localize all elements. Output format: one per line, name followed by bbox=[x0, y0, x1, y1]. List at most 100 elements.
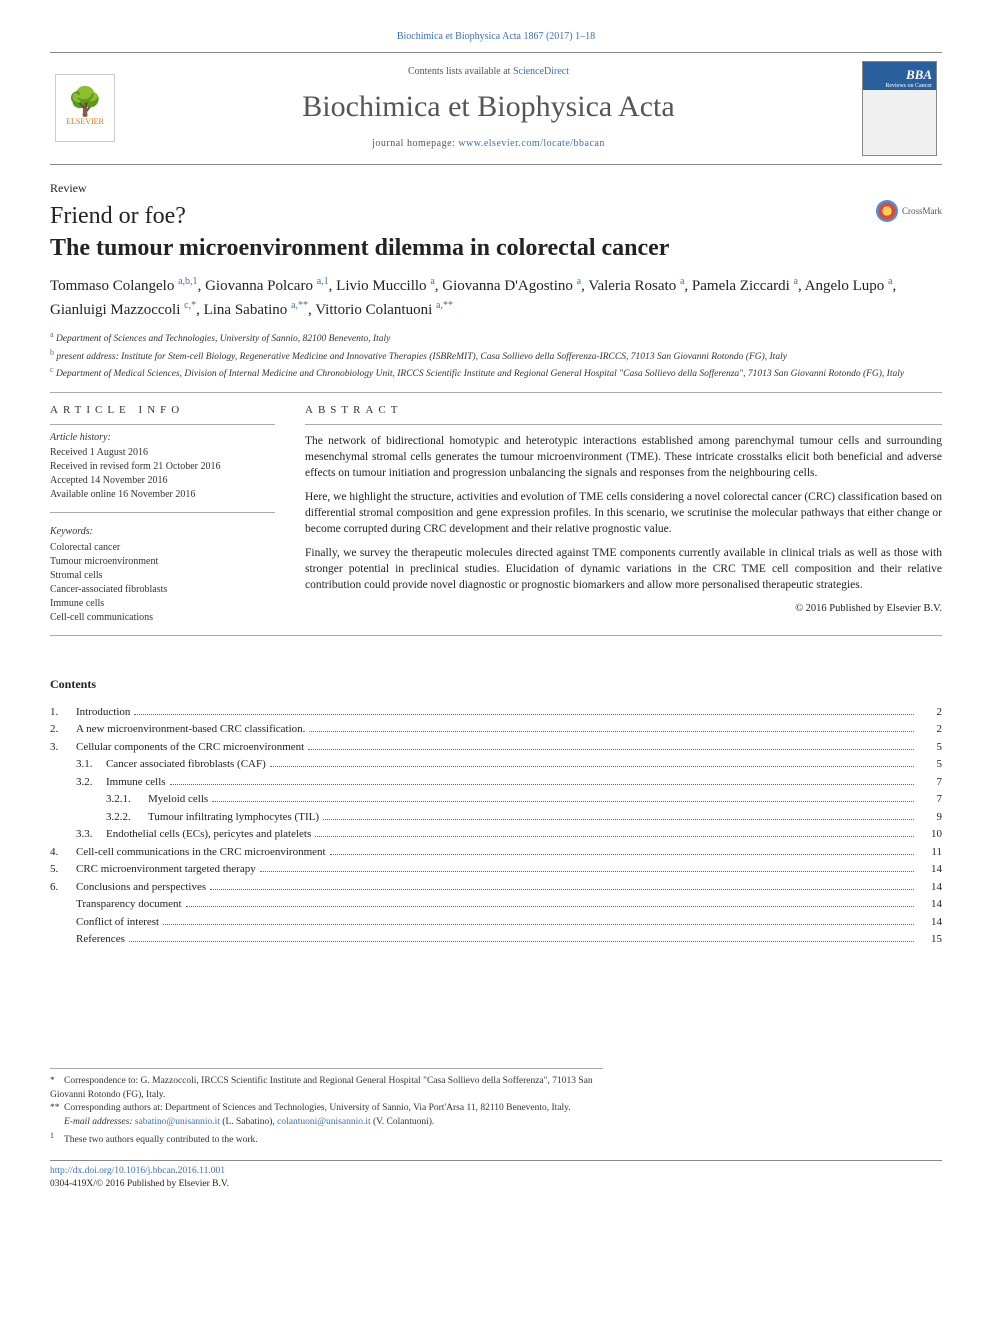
abstract-paragraph: Finally, we survey the therapeutic molec… bbox=[305, 545, 942, 593]
toc-label: Cancer associated fibroblasts (CAF) bbox=[106, 756, 266, 773]
divider bbox=[305, 424, 942, 425]
toc-entry[interactable]: 2.A new microenvironment-based CRC class… bbox=[50, 721, 942, 738]
article-type: Review bbox=[50, 180, 942, 196]
toc-entry[interactable]: Transparency document 14 bbox=[50, 896, 942, 913]
toc-number: 3. bbox=[50, 739, 76, 756]
divider bbox=[50, 424, 275, 425]
toc-number: 3.2.1. bbox=[106, 791, 148, 808]
toc-page: 5 bbox=[918, 756, 942, 773]
masthead: 🌳 ELSEVIER Contents lists available at S… bbox=[50, 52, 942, 165]
elsevier-logo[interactable]: 🌳 ELSEVIER bbox=[55, 74, 115, 142]
toc-label: Immune cells bbox=[106, 774, 166, 791]
toc-number: 4. bbox=[50, 844, 76, 861]
toc-page: 7 bbox=[918, 791, 942, 808]
toc-entry[interactable]: 6.Conclusions and perspectives 14 bbox=[50, 879, 942, 896]
crossmark-widget[interactable]: CrossMark bbox=[862, 200, 942, 222]
toc-label: Conflict of interest bbox=[76, 914, 159, 931]
author-affiliation-marks: a,** bbox=[436, 300, 453, 311]
author-affiliation-marks: a bbox=[794, 276, 798, 287]
toc-number: 6. bbox=[50, 879, 76, 896]
toc-entry[interactable]: 3.Cellular components of the CRC microen… bbox=[50, 739, 942, 756]
toc-label: Tumour infiltrating lymphocytes (TIL) bbox=[148, 809, 319, 826]
journal-homepage-link[interactable]: www.elsevier.com/locate/bbacan bbox=[458, 138, 605, 149]
divider bbox=[50, 392, 942, 393]
toc-label: Myeloid cells bbox=[148, 791, 208, 808]
toc-entry[interactable]: Conflict of interest 14 bbox=[50, 914, 942, 931]
author-affiliation-marks: a,b,1 bbox=[178, 276, 197, 287]
footnotes: *Correspondence to: G. Mazzoccoli, IRCCS… bbox=[50, 1068, 603, 1148]
toc-leader-dots bbox=[323, 819, 914, 820]
history-label: Article history: bbox=[50, 431, 275, 445]
author: Livio Muccillo a bbox=[336, 278, 435, 294]
title-block: Friend or foe? The tumour microenvironme… bbox=[50, 200, 862, 275]
doi-link[interactable]: http://dx.doi.org/10.1016/j.bbcan.2016.1… bbox=[50, 1166, 225, 1176]
keyword: Cell-cell communications bbox=[50, 611, 275, 625]
divider bbox=[50, 512, 275, 513]
toc-number: 3.2.2. bbox=[106, 809, 148, 826]
article-info-column: article info Article history: Received 1… bbox=[50, 403, 275, 625]
toc-leader-dots bbox=[212, 801, 914, 802]
abstract-heading: abstract bbox=[305, 403, 942, 418]
divider bbox=[50, 635, 942, 636]
abstract-paragraph: The network of bidirectional homotypic a… bbox=[305, 433, 942, 481]
contents-lists-line: Contents lists available at ScienceDirec… bbox=[120, 65, 857, 79]
toc-entry[interactable]: References15 bbox=[50, 931, 942, 948]
cover-abbrev: BBA bbox=[906, 66, 932, 84]
toc-entry[interactable]: 4.Cell-cell communications in the CRC mi… bbox=[50, 844, 942, 861]
toc-leader-dots bbox=[129, 941, 914, 942]
toc-label: Conclusions and perspectives bbox=[76, 879, 206, 896]
toc-page: 14 bbox=[918, 914, 942, 931]
author-affiliation-marks: a,1 bbox=[317, 276, 329, 287]
toc-page: 14 bbox=[918, 879, 942, 896]
toc-page: 14 bbox=[918, 896, 942, 913]
history-line: Received 1 August 2016 bbox=[50, 446, 275, 460]
toc-number: 3.3. bbox=[76, 826, 106, 843]
toc-entry[interactable]: 1.Introduction2 bbox=[50, 704, 942, 721]
info-abstract-row: article info Article history: Received 1… bbox=[50, 403, 942, 625]
sciencedirect-link[interactable]: ScienceDirect bbox=[513, 66, 569, 77]
history-line: Accepted 14 November 2016 bbox=[50, 474, 275, 488]
toc-number: 5. bbox=[50, 861, 76, 878]
author: Giovanna Polcaro a,1 bbox=[205, 278, 329, 294]
toc-leader-dots bbox=[270, 766, 914, 767]
footnote-corr1: *Correspondence to: G. Mazzoccoli, IRCCS… bbox=[50, 1075, 603, 1103]
issn-copyright-line: 0304-419X/© 2016 Published by Elsevier B… bbox=[50, 1178, 942, 1191]
footnote-corr2: **Corresponding authors at: Department o… bbox=[50, 1102, 603, 1116]
author: Giovanna D'Agostino a bbox=[442, 278, 581, 294]
toc-page: 14 bbox=[918, 861, 942, 878]
toc-entry[interactable]: 3.2.2.Tumour infiltrating lymphocytes (T… bbox=[50, 809, 942, 826]
toc-label: Endothelial cells (ECs), pericytes and p… bbox=[106, 826, 311, 843]
top-citation: Biochimica et Biophysica Acta 1867 (2017… bbox=[50, 30, 942, 44]
toc-label: Cellular components of the CRC microenvi… bbox=[76, 739, 304, 756]
toc-page: 9 bbox=[918, 809, 942, 826]
keyword: Immune cells bbox=[50, 597, 275, 611]
title-row: Friend or foe? The tumour microenvironme… bbox=[50, 200, 942, 275]
author: Valeria Rosato a bbox=[588, 278, 684, 294]
author-affiliation-marks: a,** bbox=[291, 300, 308, 311]
toc-label: Transparency document bbox=[76, 896, 182, 913]
email-link[interactable]: colantuoni@unisannio.it bbox=[277, 1117, 370, 1127]
journal-cover[interactable]: BBA Reviews on Cancer bbox=[862, 61, 937, 156]
toc-leader-dots bbox=[170, 784, 914, 785]
toc-label: A new microenvironment-based CRC classif… bbox=[76, 721, 305, 738]
toc-entry[interactable]: 3.3.Endothelial cells (ECs), pericytes a… bbox=[50, 826, 942, 843]
author: Vittorio Colantuoni a,** bbox=[315, 302, 453, 318]
toc-entry[interactable]: 3.2.Immune cells7 bbox=[50, 774, 942, 791]
toc-entry[interactable]: 3.1.Cancer associated fibroblasts (CAF)5 bbox=[50, 756, 942, 773]
contents-prefix: Contents lists available at bbox=[408, 66, 513, 77]
toc-page: 11 bbox=[918, 844, 942, 861]
toc-entry[interactable]: 5.CRC microenvironment targeted therapy1… bbox=[50, 861, 942, 878]
author: Gianluigi Mazzoccoli c,* bbox=[50, 302, 196, 318]
toc-leader-dots bbox=[186, 906, 914, 907]
history-line: Available online 16 November 2016 bbox=[50, 488, 275, 502]
toc-leader-dots bbox=[210, 889, 914, 890]
abstract-column: abstract The network of bidirectional ho… bbox=[305, 403, 942, 625]
table-of-contents: 1.Introduction22.A new microenvironment-… bbox=[50, 704, 942, 948]
email-link[interactable]: sabatino@unisannio.it bbox=[135, 1117, 220, 1127]
affiliation: c Department of Medical Sciences, Divisi… bbox=[50, 364, 942, 381]
toc-entry[interactable]: 3.2.1.Myeloid cells 7 bbox=[50, 791, 942, 808]
keyword: Tumour microenvironment bbox=[50, 555, 275, 569]
toc-leader-dots bbox=[330, 854, 914, 855]
author-affiliation-marks: c,* bbox=[184, 300, 196, 311]
elsevier-label: ELSEVIER bbox=[66, 117, 104, 128]
